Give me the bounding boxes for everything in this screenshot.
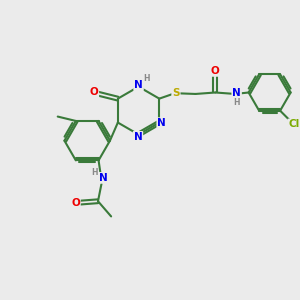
Text: O: O	[89, 87, 98, 97]
Text: H: H	[91, 168, 98, 177]
Text: N: N	[99, 173, 107, 183]
Text: Cl: Cl	[288, 119, 299, 129]
Text: S: S	[172, 88, 180, 98]
Text: N: N	[157, 118, 166, 128]
Text: N: N	[134, 80, 143, 90]
Text: H: H	[143, 74, 150, 83]
Text: N: N	[134, 132, 142, 142]
Text: N: N	[232, 88, 241, 98]
Text: H: H	[233, 98, 240, 106]
Text: O: O	[71, 198, 80, 208]
Text: O: O	[211, 66, 220, 76]
